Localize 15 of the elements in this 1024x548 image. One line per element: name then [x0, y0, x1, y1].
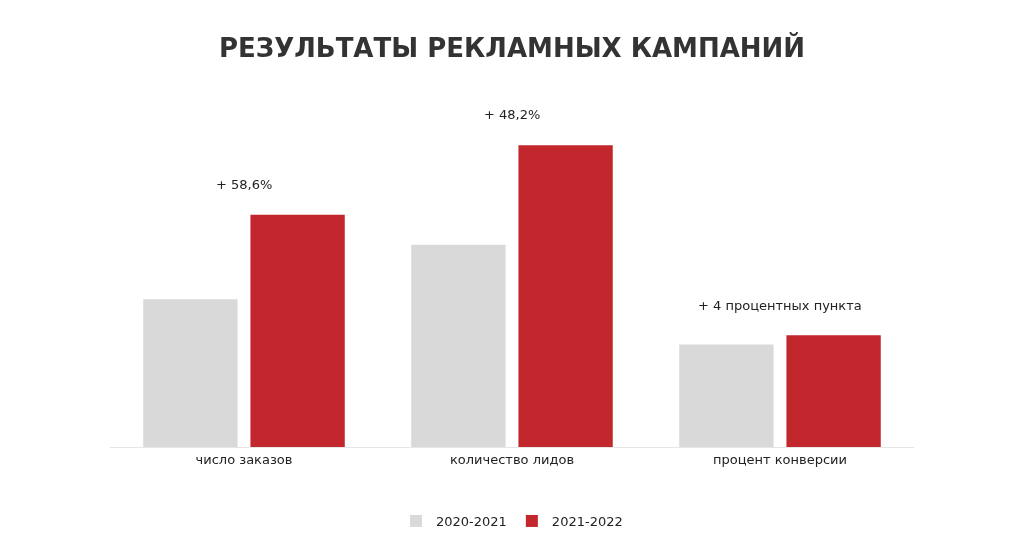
legend-label: 2020-2021	[436, 514, 507, 530]
bar	[250, 214, 345, 447]
bar	[143, 299, 238, 447]
legend-label: 2021-2022	[551, 514, 623, 530]
chart-title: РЕЗУЛЬТАТЫ РЕКЛАМНЫХ КАМПАНИЙ	[218, 31, 806, 63]
bar	[679, 344, 774, 447]
text: + 48,2%	[484, 107, 541, 122]
annotation: + 4 процентных пункта	[698, 298, 862, 313]
annotation: + 58,6%	[216, 177, 273, 192]
bar	[518, 145, 613, 447]
bar	[411, 244, 506, 447]
x-tick-label: процент конверсии	[712, 451, 848, 467]
bar	[786, 335, 881, 447]
x-tick-label: число заказов	[195, 451, 293, 467]
x-tick-label: количество лидов	[449, 451, 575, 467]
